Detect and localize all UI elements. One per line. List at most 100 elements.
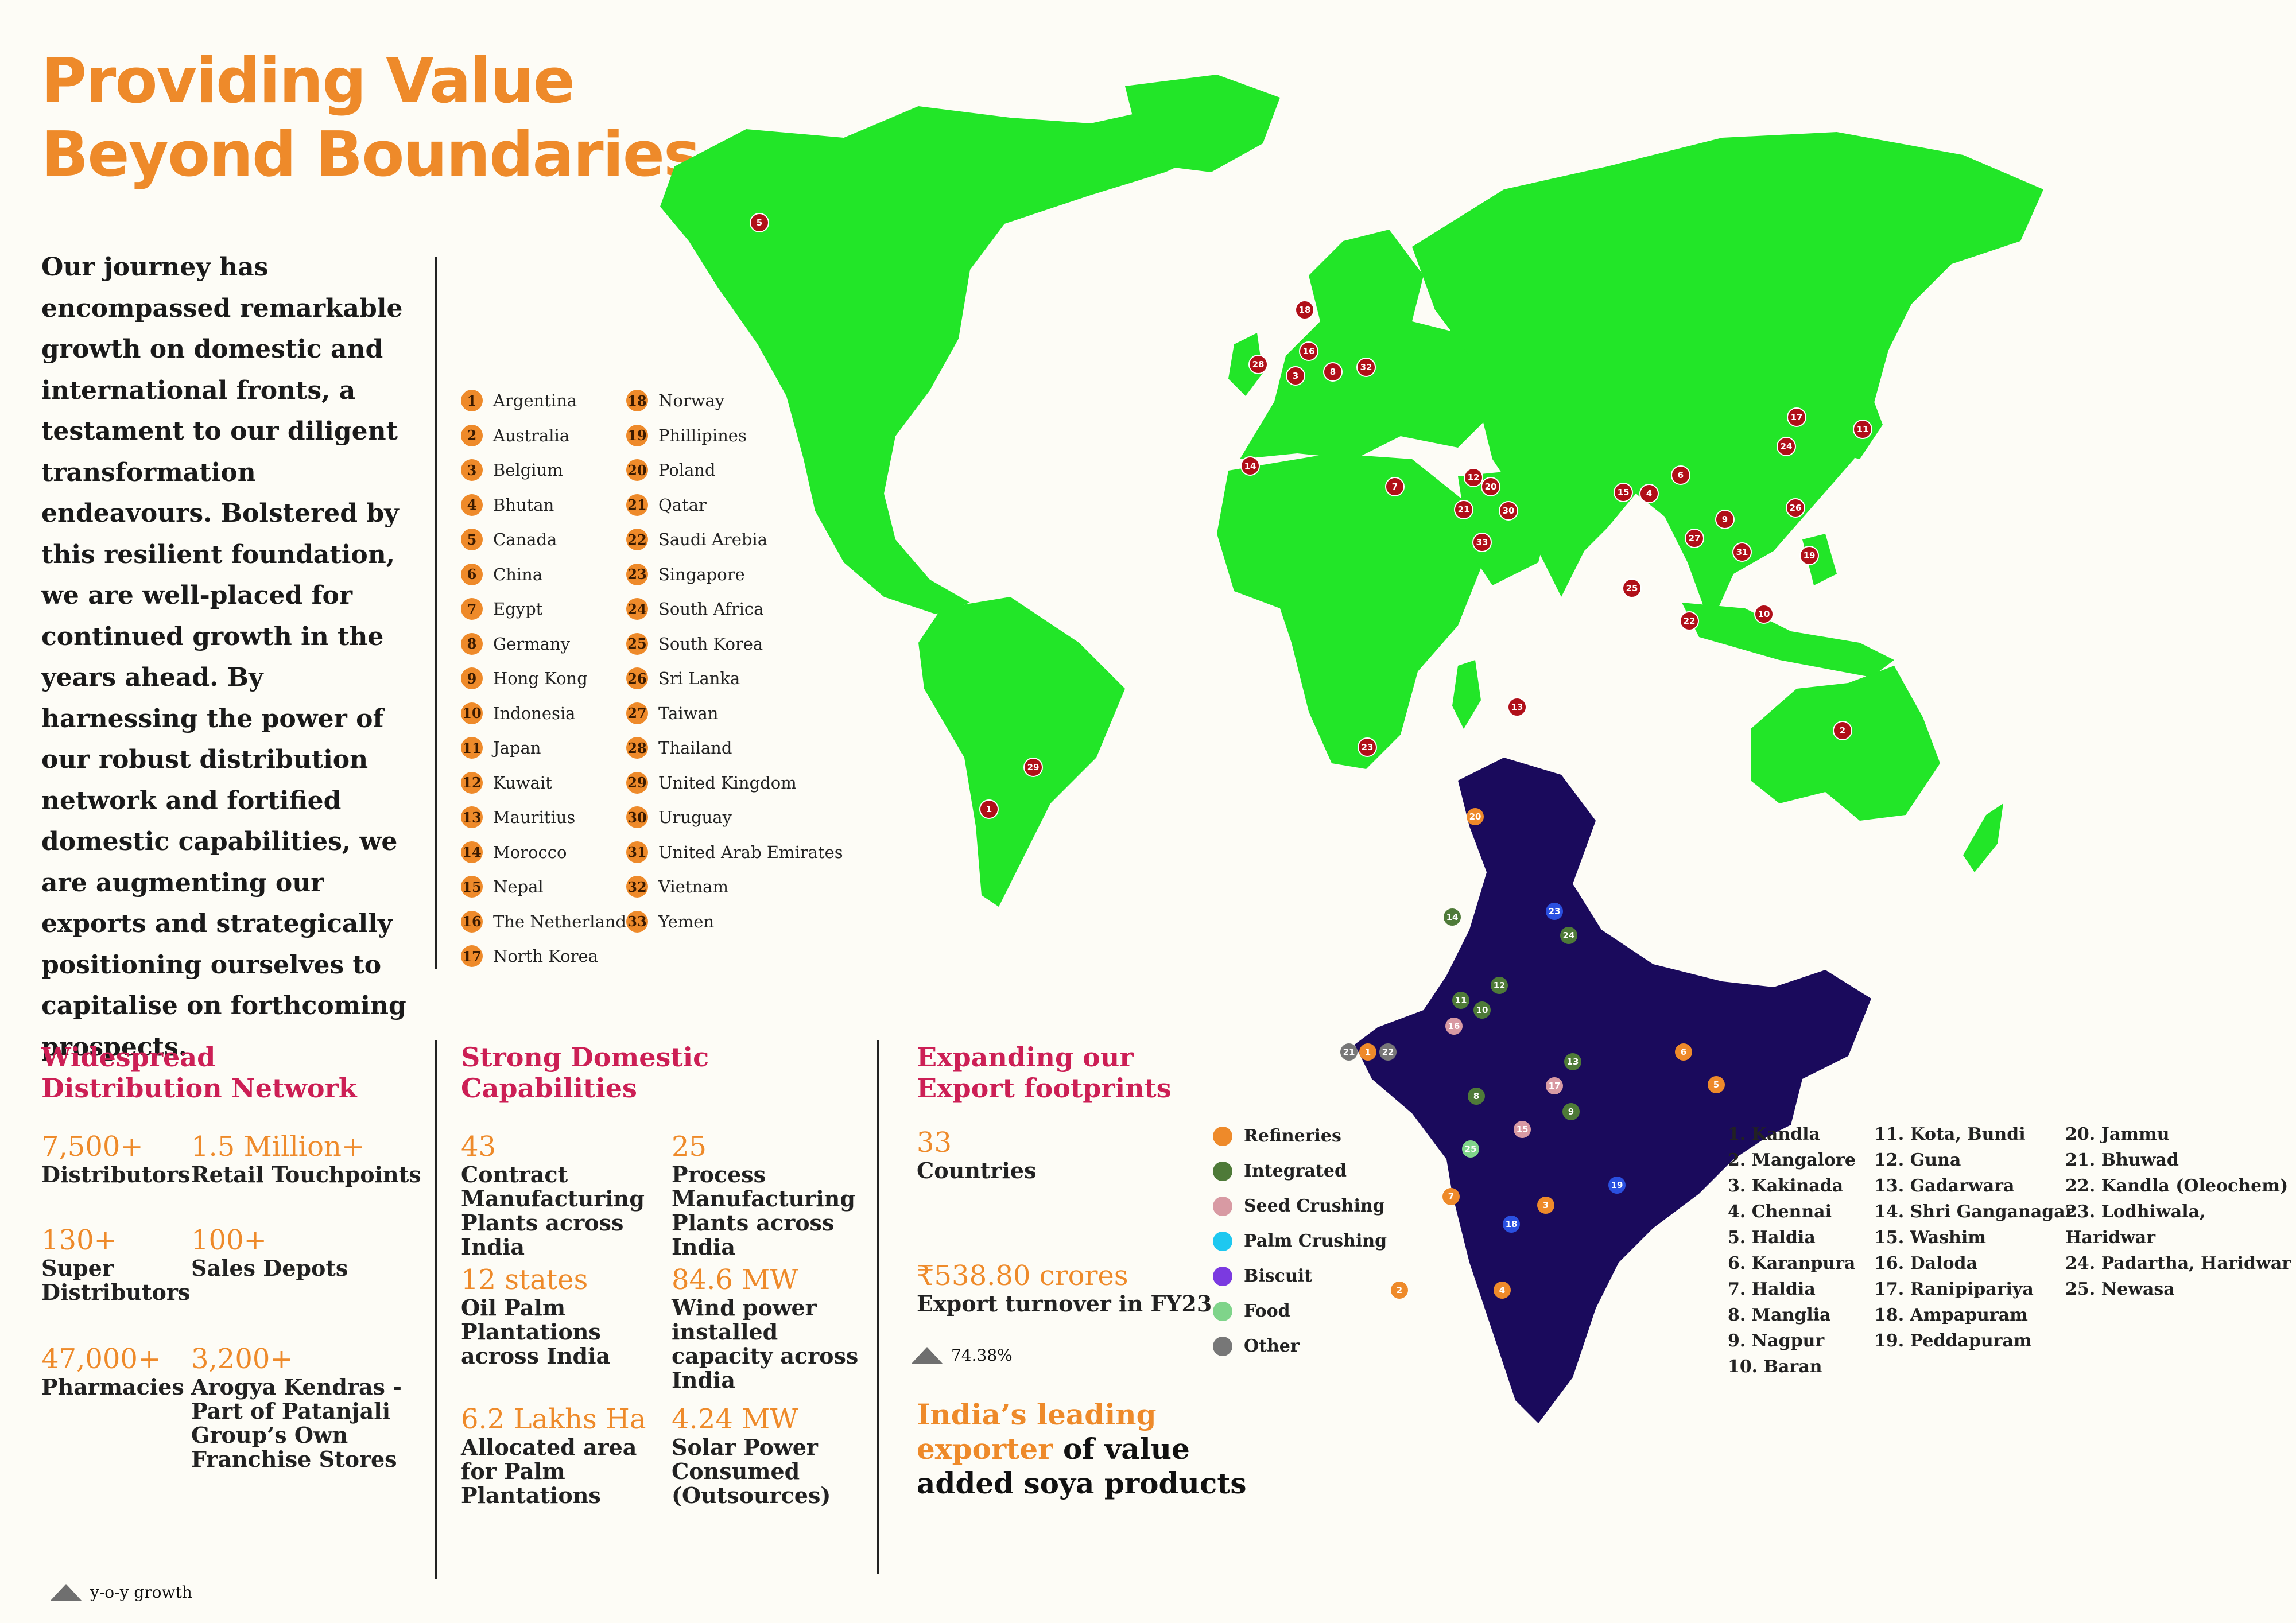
plant-marker[interactable]: 21 [1340,1043,1358,1061]
stat-value: 1.5 Million+ [191,1131,365,1163]
country-name: Phillipines [658,425,747,445]
plant-marker[interactable]: 9 [1562,1103,1580,1120]
plant-type-label: Palm Crushing [1244,1231,1387,1251]
map-marker[interactable]: 11 [1853,420,1872,439]
plant-marker[interactable]: 3 [1537,1197,1554,1214]
stat: 1.5 Million+ Retail Touchpoints [191,1131,432,1187]
plant-marker[interactable]: 20 [1467,808,1484,825]
plant-marker[interactable]: 14 [1444,908,1461,926]
stat: 84.6 MW Wind power installed capacity ac… [672,1264,872,1392]
plant-marker[interactable]: 24 [1560,927,1577,944]
plant-list-item: 9. Nagpur [1728,1331,1825,1351]
plant-marker[interactable]: 17 [1546,1077,1563,1094]
plant-marker[interactable]: 11 [1452,992,1469,1009]
plant-type-item: Food [1213,1301,1290,1321]
legend-dot [1213,1231,1232,1251]
map-marker[interactable]: 7 [1385,477,1405,496]
plant-marker[interactable]: 19 [1608,1177,1626,1194]
plant-marker[interactable]: 15 [1514,1121,1531,1138]
country-legend-item: 8 Germany [461,632,570,655]
map-marker[interactable]: 8 [1323,362,1343,382]
map-marker[interactable]: 17 [1787,407,1806,427]
plant-marker[interactable]: 16 [1445,1018,1463,1035]
plant-marker[interactable]: 10 [1473,1001,1491,1019]
map-marker[interactable]: 22 [1680,611,1699,631]
map-marker[interactable]: 26 [1786,498,1805,518]
map-marker[interactable]: 25 [1622,578,1642,598]
country-legend-item: 21 Qatar [626,494,707,517]
map-marker[interactable]: 23 [1358,737,1377,757]
plant-marker[interactable]: 12 [1491,977,1508,994]
map-marker[interactable]: 21 [1454,500,1473,519]
plant-marker[interactable]: 22 [1379,1043,1397,1061]
map-marker[interactable]: 4 [1639,484,1659,503]
map-marker[interactable]: 12 [1464,468,1483,487]
country-name: Thailand [658,738,732,758]
map-marker[interactable]: 2 [1833,721,1852,740]
map-marker[interactable]: 27 [1685,529,1704,548]
map-marker[interactable]: 28 [1248,355,1268,374]
plant-list-item: 12. Guna [1874,1150,1961,1170]
stat-value: 4.24 MW [672,1403,798,1435]
map-marker[interactable]: 5 [750,213,769,232]
country-name: Bhutan [493,495,554,515]
stat: 100+ Sales Depots [191,1224,432,1280]
map-marker[interactable]: 3 [1286,366,1305,386]
country-name: Yemen [658,911,715,931]
plant-marker[interactable]: 5 [1708,1076,1725,1093]
stat-label: Export turnover in FY23 [917,1291,1212,1317]
country-number-badge: 32 [626,876,648,898]
country-name: Mauritius [493,807,576,827]
plant-marker[interactable]: 2 [1391,1282,1408,1299]
map-marker[interactable]: 15 [1614,483,1633,502]
map-marker[interactable]: 1 [979,799,999,819]
plant-marker[interactable]: 6 [1675,1043,1692,1061]
map-marker[interactable]: 9 [1715,510,1735,529]
map-marker[interactable]: 10 [1754,604,1774,624]
stat-label: Pharmacies [41,1374,184,1400]
stat-label: Countries [917,1158,1037,1183]
divider [435,1040,437,1579]
plant-list-item: 25. Newasa [2065,1279,2175,1299]
plant-marker[interactable]: 8 [1468,1088,1485,1105]
map-marker[interactable]: 29 [1023,758,1043,777]
legend-dot [1213,1126,1232,1146]
map-marker[interactable]: 19 [1799,546,1819,565]
plant-list-item: 1. Kandla [1728,1124,1820,1144]
stat-label: Oil Palm Plantations across India [461,1295,611,1369]
map-marker[interactable]: 20 [1481,477,1500,496]
legend-dot [1213,1301,1232,1321]
country-legend-item: 23 Singapore [626,563,745,586]
plant-marker[interactable]: 4 [1494,1282,1511,1299]
plant-marker[interactable]: 25 [1462,1140,1479,1158]
country-legend-item: 11 Japan [461,736,541,759]
plant-marker[interactable]: 7 [1442,1188,1460,1205]
stat-label: Solar Power Consumed (Outsources) [672,1434,831,1508]
stat-value: 3,200+ [191,1343,293,1375]
map-marker[interactable]: 14 [1240,456,1260,476]
map-marker[interactable]: 33 [1472,533,1492,552]
map-marker[interactable]: 6 [1671,465,1690,485]
map-marker[interactable]: 16 [1299,341,1318,361]
plant-marker[interactable]: 23 [1546,903,1563,920]
map-marker[interactable]: 13 [1507,697,1527,717]
plant-list-item: 24. Padartha, Haridwar [2065,1253,2291,1273]
country-number-badge: 6 [461,563,483,585]
map-marker[interactable]: 30 [1499,501,1518,521]
map-marker[interactable]: 31 [1732,542,1752,562]
plant-marker[interactable]: 1 [1359,1043,1376,1061]
country-name: Australia [493,425,570,445]
country-number-badge: 1 [461,390,483,411]
stat-value: 33 [917,1127,952,1159]
plant-marker[interactable]: 13 [1564,1053,1581,1070]
country-number-badge: 19 [626,424,648,446]
map-marker[interactable]: 24 [1777,437,1796,456]
map-marker[interactable]: 32 [1356,358,1376,377]
plant-type-item: Biscuit [1213,1266,1312,1286]
country-legend-item: 12 Kuwait [461,771,552,794]
section-title-line: Widespread [41,1042,216,1073]
leading-text: India’s leading [917,1397,1157,1431]
plant-marker[interactable]: 18 [1503,1216,1520,1233]
map-marker[interactable]: 18 [1295,300,1314,320]
